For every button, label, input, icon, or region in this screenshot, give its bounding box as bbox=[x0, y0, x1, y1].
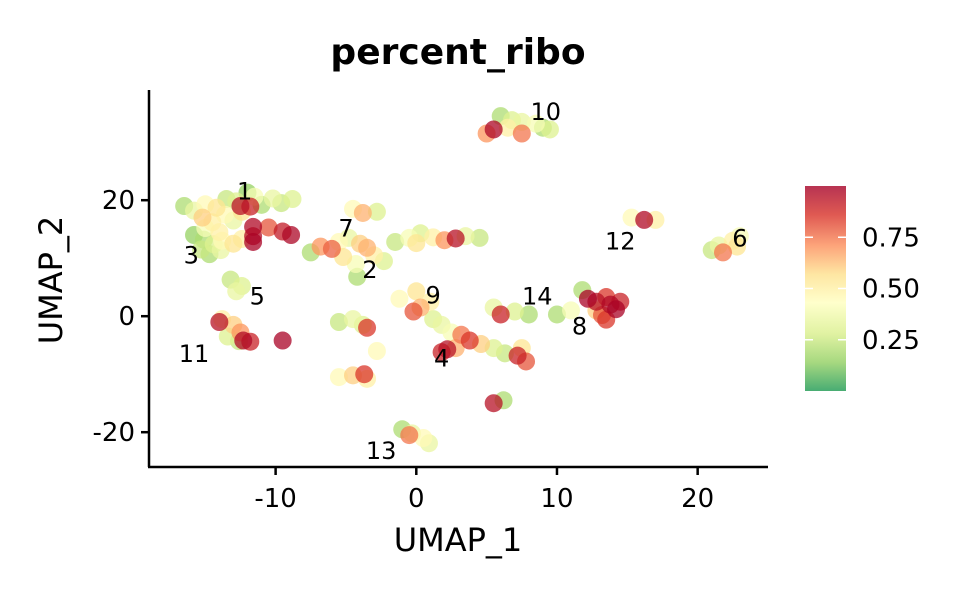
data-point bbox=[283, 190, 302, 209]
cluster-label: 12 bbox=[605, 227, 636, 255]
data-point bbox=[244, 232, 263, 251]
data-point bbox=[367, 202, 386, 221]
cluster-label: 11 bbox=[179, 340, 210, 368]
data-point bbox=[282, 226, 301, 244]
data-point bbox=[540, 120, 559, 139]
data-point bbox=[224, 234, 243, 253]
data-point bbox=[635, 210, 654, 229]
colorbar-ticks: 0.25 0.50 0.75 bbox=[805, 223, 920, 356]
data-point bbox=[263, 189, 282, 208]
data-point bbox=[414, 429, 433, 447]
x-tick-label: 10 bbox=[540, 484, 573, 514]
data-points bbox=[175, 107, 749, 453]
data-point bbox=[322, 239, 341, 258]
colorbar-legend: 0.25 0.50 0.75 bbox=[805, 186, 920, 391]
data-point bbox=[470, 228, 489, 247]
data-point bbox=[404, 302, 423, 321]
data-point bbox=[438, 340, 457, 359]
data-point bbox=[390, 289, 409, 308]
colorbar-tick-label: 0.50 bbox=[862, 275, 920, 305]
colorbar-tick-label: 0.25 bbox=[862, 326, 920, 356]
cluster-label: 7 bbox=[338, 215, 353, 243]
data-point bbox=[446, 229, 465, 248]
data-point bbox=[234, 331, 253, 350]
data-point bbox=[498, 118, 517, 137]
cluster-label: 2 bbox=[362, 256, 377, 284]
chart-title: percent_ribo bbox=[330, 32, 585, 73]
data-point bbox=[386, 232, 405, 251]
data-point bbox=[210, 223, 229, 242]
cluster-label: 5 bbox=[250, 282, 265, 310]
data-point bbox=[562, 301, 581, 320]
data-point bbox=[713, 243, 732, 262]
data-point bbox=[505, 302, 524, 321]
data-point bbox=[512, 124, 531, 143]
cluster-label: 10 bbox=[530, 98, 561, 126]
cluster-label: 3 bbox=[184, 241, 199, 269]
data-point bbox=[526, 114, 545, 133]
data-point bbox=[728, 237, 747, 256]
data-point bbox=[207, 198, 226, 217]
cluster-label: 1 bbox=[237, 178, 252, 206]
data-point bbox=[355, 365, 374, 384]
x-axis-ticks: -10 0 10 20 bbox=[254, 467, 714, 514]
data-point bbox=[329, 368, 348, 387]
y-tick-label: -20 bbox=[93, 418, 135, 448]
data-point bbox=[407, 282, 426, 301]
data-point bbox=[358, 238, 377, 257]
cluster-label: 8 bbox=[572, 313, 587, 341]
y-axis-ticks: -20 0 20 bbox=[93, 186, 149, 448]
y-tick-label: 20 bbox=[102, 186, 135, 216]
x-tick-label: 0 bbox=[408, 484, 425, 514]
x-tick-label: -10 bbox=[254, 484, 296, 514]
cluster-label: 13 bbox=[366, 437, 397, 465]
data-point bbox=[491, 305, 510, 324]
data-point bbox=[484, 120, 503, 139]
data-point bbox=[407, 234, 426, 253]
y-tick-label: 0 bbox=[118, 302, 135, 332]
data-point bbox=[227, 282, 246, 301]
cluster-label: 6 bbox=[732, 224, 747, 252]
data-point bbox=[231, 197, 250, 215]
data-point bbox=[484, 394, 503, 413]
x-axis-label: UMAP_1 bbox=[394, 521, 523, 559]
cluster-label: 9 bbox=[426, 281, 441, 309]
data-point bbox=[607, 300, 626, 319]
cluster-label: 14 bbox=[522, 282, 553, 310]
data-point bbox=[460, 331, 479, 350]
data-point bbox=[358, 318, 377, 337]
x-tick-label: 20 bbox=[681, 484, 714, 514]
data-point bbox=[210, 313, 229, 331]
data-point bbox=[273, 331, 292, 350]
data-point bbox=[578, 289, 597, 308]
data-point bbox=[547, 305, 566, 324]
data-point bbox=[343, 310, 362, 329]
data-point bbox=[259, 218, 278, 237]
data-point bbox=[400, 426, 419, 445]
data-point bbox=[329, 313, 348, 331]
colorbar-tick-label: 0.75 bbox=[862, 223, 920, 253]
data-point bbox=[519, 305, 538, 324]
y-axis-label: UMAP_2 bbox=[32, 216, 70, 345]
data-point bbox=[367, 342, 386, 360]
data-point bbox=[508, 346, 527, 365]
data-point bbox=[193, 208, 212, 227]
cluster-label: 4 bbox=[434, 345, 449, 373]
data-point bbox=[244, 217, 263, 236]
data-point bbox=[353, 203, 372, 222]
